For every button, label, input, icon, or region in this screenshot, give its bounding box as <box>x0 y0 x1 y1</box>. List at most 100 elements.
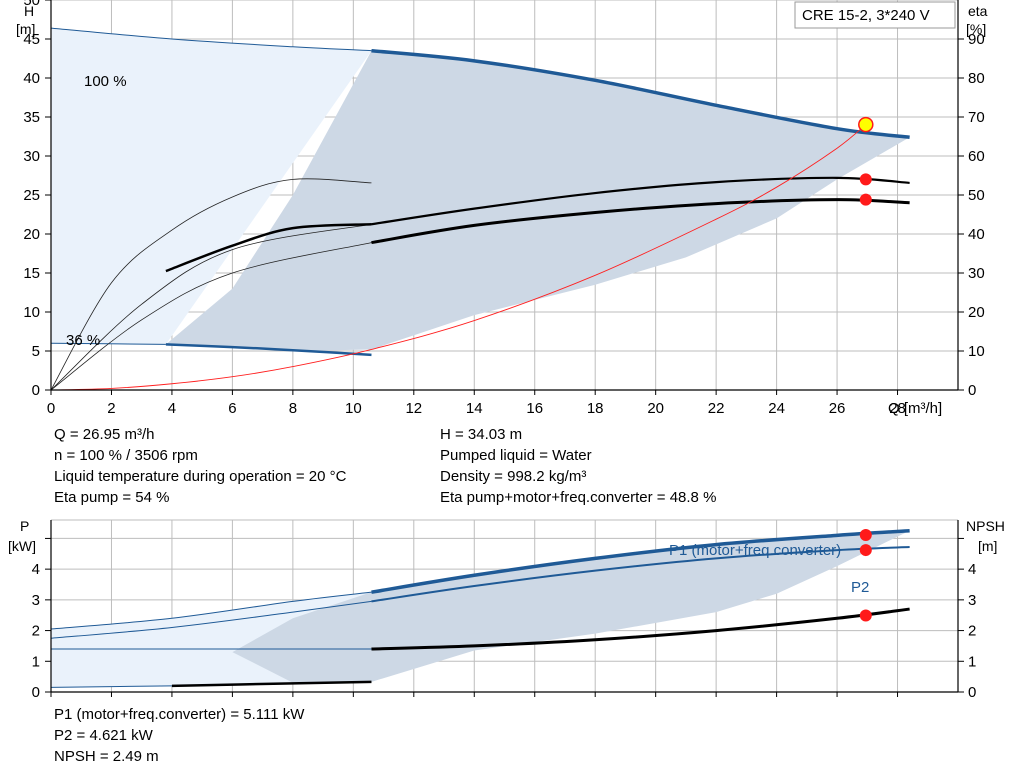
curve-p2 <box>371 546 910 603</box>
power-npsh: NPSH = 2.49 m <box>54 748 159 765</box>
x-axis-label: Q [m³/h] <box>888 400 942 417</box>
tick-label-eta: 50 <box>968 187 985 204</box>
curve-eta-total <box>371 198 910 245</box>
tick-label-eta: 0 <box>968 382 976 399</box>
bottom-chart-operating-area <box>51 530 910 688</box>
bottom-chart-curves <box>50 529 910 688</box>
tick-label-npsh: 1 <box>968 653 976 670</box>
bottom-right-axis-unit-npsh: NPSH <box>966 518 1005 534</box>
tick-label-q: 10 <box>345 400 362 417</box>
tick-label-q: 0 <box>47 400 55 417</box>
duty-liquid-temperature: Liquid temperature during operation = 20… <box>54 468 347 485</box>
tick-label-h: 45 <box>23 31 40 48</box>
tick-label-eta: 70 <box>968 109 985 126</box>
curve-label-p2: P2 <box>851 579 869 596</box>
top-chart-curves <box>50 27 910 391</box>
power-p1: P1 (motor+freq.converter) = 5.111 kW <box>54 706 305 723</box>
bottom-chart-axes: 0 1 2 3 4 0 1 2 3 4 <box>32 520 976 701</box>
curve-npsh <box>371 607 910 651</box>
tick-label-h: 0 <box>32 382 40 399</box>
curve-system <box>50 124 867 391</box>
duty-point-markers <box>858 116 874 622</box>
power-area <box>232 530 910 683</box>
top-chart-operating-area <box>51 28 910 351</box>
tick-label-npsh: 3 <box>968 592 976 609</box>
duty-point-eta-pump <box>859 173 872 186</box>
tick-label-npsh: 2 <box>968 623 976 640</box>
curve-p2-thin <box>50 600 372 639</box>
duty-point-p1 <box>859 529 872 542</box>
tick-label-q: 14 <box>466 400 483 417</box>
tick-label-p: 0 <box>32 684 40 701</box>
power-info: P1 (motor+freq.converter) = 5.111 kW P2 … <box>54 704 304 767</box>
duty-info-col2: H = 34.03 m Pumped liquid = Water Densit… <box>440 424 716 508</box>
curve-eta-construction-1 <box>50 242 372 391</box>
duty-point-npsh <box>859 609 872 622</box>
tick-label-q: 18 <box>587 400 604 417</box>
bottom-left-axis-unit-p: P <box>20 518 29 534</box>
curve-eta-pump <box>371 176 910 226</box>
tick-label-h: 25 <box>23 187 40 204</box>
tick-label-h: 50 <box>23 0 40 9</box>
model-box: CRE 15-2, 3*240 V <box>794 1 956 29</box>
model-box-text: CRE 15-2, 3*240 V <box>802 7 930 24</box>
tick-label-eta: 60 <box>968 148 985 165</box>
duty-density: Density = 998.2 kg/m³ <box>440 468 587 485</box>
tick-label-q: 6 <box>228 400 236 417</box>
bottom-right-axis-unit-m: [m] <box>978 538 997 554</box>
top-right-axis-unit-eta: eta <box>968 3 988 19</box>
top-chart-axes: 0 5 10 15 20 25 30 35 40 45 50 0 10 20 30 40 50 60 70 80 90 0… <box>23 0 985 417</box>
tick-label-eta: 90 <box>968 31 985 48</box>
tick-label-h: 10 <box>23 304 40 321</box>
tick-label-h: 35 <box>23 109 40 126</box>
tick-label-h: 30 <box>23 148 40 165</box>
curve-label-p1: P1 (motor+freq.converter) <box>669 542 841 559</box>
duty-point-p2 <box>859 544 872 557</box>
tick-label-eta: 30 <box>968 265 985 282</box>
power-p2: P2 = 4.621 kW <box>54 727 153 744</box>
curve-eta-construction-2 <box>50 178 372 391</box>
tick-label-h: 5 <box>32 343 40 360</box>
tick-label-npsh: 0 <box>968 684 976 701</box>
tick-label-q: 4 <box>168 400 176 417</box>
tick-label-p: 1 <box>32 653 40 670</box>
tick-label-p: 4 <box>32 561 40 578</box>
curve-p-36pct <box>171 680 372 688</box>
tick-label-q: 26 <box>829 400 846 417</box>
duty-flow: Q = 26.95 m³/h <box>54 426 155 443</box>
curve-eta-construction-0 <box>50 223 372 391</box>
top-right-axis-unit-pct: [%] <box>966 21 986 37</box>
tick-label-npsh: 4 <box>968 561 976 578</box>
tick-label-q: 2 <box>107 400 115 417</box>
tick-label-p: 2 <box>32 623 40 640</box>
curve-p1-thin <box>50 591 372 630</box>
curve-p-36pct-thin <box>50 685 172 688</box>
tick-label-q: 28 <box>889 400 906 417</box>
tick-label-q: 22 <box>708 400 725 417</box>
top-left-axis-unit-h: H <box>24 3 34 19</box>
curve-head-100pct-thin <box>50 27 372 52</box>
tick-label-q: 8 <box>289 400 297 417</box>
tick-label-h: 15 <box>23 265 40 282</box>
curve-eta-pump-low <box>165 223 372 273</box>
tick-label-q: 24 <box>768 400 785 417</box>
duty-pumped-liquid: Pumped liquid = Water <box>440 447 592 464</box>
duty-point-head <box>858 116 874 133</box>
tick-label-eta: 10 <box>968 343 985 360</box>
duty-eta-pump: Eta pump = 54 % <box>54 489 170 506</box>
tick-label-q: 20 <box>647 400 664 417</box>
duty-head: H = 34.03 m <box>440 426 523 443</box>
tick-label-q: 16 <box>526 400 543 417</box>
duty-eta-total: Eta pump+motor+freq.converter = 48.8 % <box>440 489 717 506</box>
bottom-left-axis-unit-kw: [kW] <box>8 538 36 554</box>
top-left-axis-unit-m: [m] <box>16 21 35 37</box>
tick-label-eta: 80 <box>968 70 985 87</box>
curve-p1 <box>371 529 910 594</box>
tick-label-eta: 40 <box>968 226 985 243</box>
operating-area-light <box>51 28 372 345</box>
chart-text-labels: H [m] eta [%] Q [m³/h] 100 % 36 % P [kW]… <box>8 3 1005 596</box>
tick-label-q: 12 <box>405 400 422 417</box>
tick-label-eta: 20 <box>968 304 985 321</box>
duty-speed: n = 100 % / 3506 rpm <box>54 447 198 464</box>
